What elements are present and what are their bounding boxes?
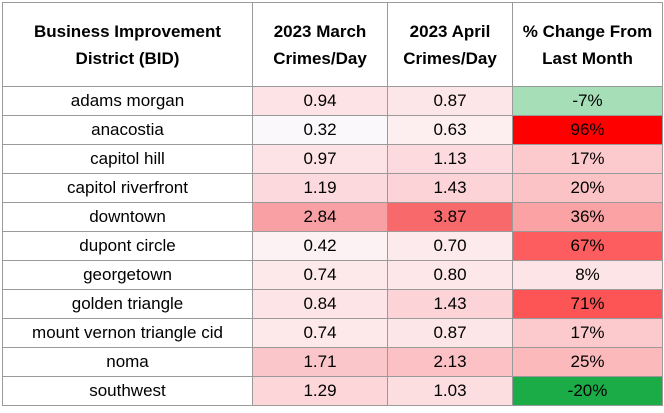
header-change-line2: Last Month bbox=[542, 48, 633, 68]
cell-bid: mount vernon triangle cid bbox=[2, 318, 253, 348]
cell-change: 8% bbox=[512, 260, 663, 290]
cell-april: 3.87 bbox=[387, 202, 513, 232]
table-row: dupont circle 0.42 0.70 67% bbox=[2, 231, 663, 261]
cell-bid: noma bbox=[2, 347, 253, 377]
cell-change: 17% bbox=[512, 144, 663, 174]
cell-change: 25% bbox=[512, 347, 663, 377]
cell-march: 0.74 bbox=[252, 318, 388, 348]
cell-bid: capitol hill bbox=[2, 144, 253, 174]
cell-april: 1.13 bbox=[387, 144, 513, 174]
header-march: 2023 March Crimes/Day bbox=[252, 2, 388, 87]
header-bid-line1: Business Improvement bbox=[33, 21, 222, 41]
cell-april: 0.87 bbox=[387, 86, 513, 116]
table-row: noma 1.71 2.13 25% bbox=[2, 347, 663, 377]
table-row: downtown 2.84 3.87 36% bbox=[2, 202, 663, 232]
table-row: golden triangle 0.84 1.43 71% bbox=[2, 289, 663, 319]
cell-change: 20% bbox=[512, 173, 663, 203]
cell-april: 0.70 bbox=[387, 231, 513, 261]
header-bid-line2: District (BID) bbox=[75, 48, 180, 68]
cell-bid: downtown bbox=[2, 202, 253, 232]
cell-bid: southwest bbox=[2, 376, 253, 406]
table-row: capitol riverfront 1.19 1.43 20% bbox=[2, 173, 663, 203]
cell-march: 0.74 bbox=[252, 260, 388, 290]
table-row: georgetown 0.74 0.80 8% bbox=[2, 260, 663, 290]
cell-march: 1.71 bbox=[252, 347, 388, 377]
header-april: 2023 April Crimes/Day bbox=[387, 2, 513, 87]
cell-march: 0.94 bbox=[252, 86, 388, 116]
cell-change: 36% bbox=[512, 202, 663, 232]
cell-bid: dupont circle bbox=[2, 231, 253, 261]
cell-change: -7% bbox=[512, 86, 663, 116]
cell-april: 0.80 bbox=[387, 260, 513, 290]
cell-change: -20% bbox=[512, 376, 663, 406]
table-row: capitol hill 0.97 1.13 17% bbox=[2, 144, 663, 174]
header-march-line2: Crimes/Day bbox=[273, 48, 367, 68]
header-april-line2: Crimes/Day bbox=[403, 48, 497, 68]
cell-bid: georgetown bbox=[2, 260, 253, 290]
header-change-line1: % Change From bbox=[522, 21, 653, 41]
cell-change: 71% bbox=[512, 289, 663, 319]
header-change: % Change From Last Month bbox=[512, 2, 663, 87]
header-march-line1: 2023 March bbox=[273, 21, 367, 41]
cell-march: 0.32 bbox=[252, 115, 388, 145]
cell-march: 0.42 bbox=[252, 231, 388, 261]
cell-march: 1.19 bbox=[252, 173, 388, 203]
cell-april: 1.43 bbox=[387, 173, 513, 203]
table-row: adams morgan 0.94 0.87 -7% bbox=[2, 86, 663, 116]
bid-crime-table: Business Improvement District (BID) 2023… bbox=[2, 2, 663, 406]
cell-change: 67% bbox=[512, 231, 663, 261]
cell-bid: adams morgan bbox=[2, 86, 253, 116]
cell-april: 1.03 bbox=[387, 376, 513, 406]
cell-bid: golden triangle bbox=[2, 289, 253, 319]
cell-march: 0.97 bbox=[252, 144, 388, 174]
cell-march: 2.84 bbox=[252, 202, 388, 232]
cell-march: 0.84 bbox=[252, 289, 388, 319]
table-row: mount vernon triangle cid 0.74 0.87 17% bbox=[2, 318, 663, 348]
table-row: anacostia 0.32 0.63 96% bbox=[2, 115, 663, 145]
cell-change: 17% bbox=[512, 318, 663, 348]
cell-change: 96% bbox=[512, 115, 663, 145]
cell-bid: anacostia bbox=[2, 115, 253, 145]
cell-april: 1.43 bbox=[387, 289, 513, 319]
table-row: southwest 1.29 1.03 -20% bbox=[2, 376, 663, 406]
header-april-line1: 2023 April bbox=[409, 21, 491, 41]
table-body: adams morgan 0.94 0.87 -7% anacostia 0.3… bbox=[2, 86, 663, 406]
cell-bid: capitol riverfront bbox=[2, 173, 253, 203]
header-row: Business Improvement District (BID) 2023… bbox=[2, 2, 663, 87]
cell-april: 2.13 bbox=[387, 347, 513, 377]
cell-april: 0.87 bbox=[387, 318, 513, 348]
cell-april: 0.63 bbox=[387, 115, 513, 145]
cell-march: 1.29 bbox=[252, 376, 388, 406]
header-bid: Business Improvement District (BID) bbox=[2, 2, 253, 87]
